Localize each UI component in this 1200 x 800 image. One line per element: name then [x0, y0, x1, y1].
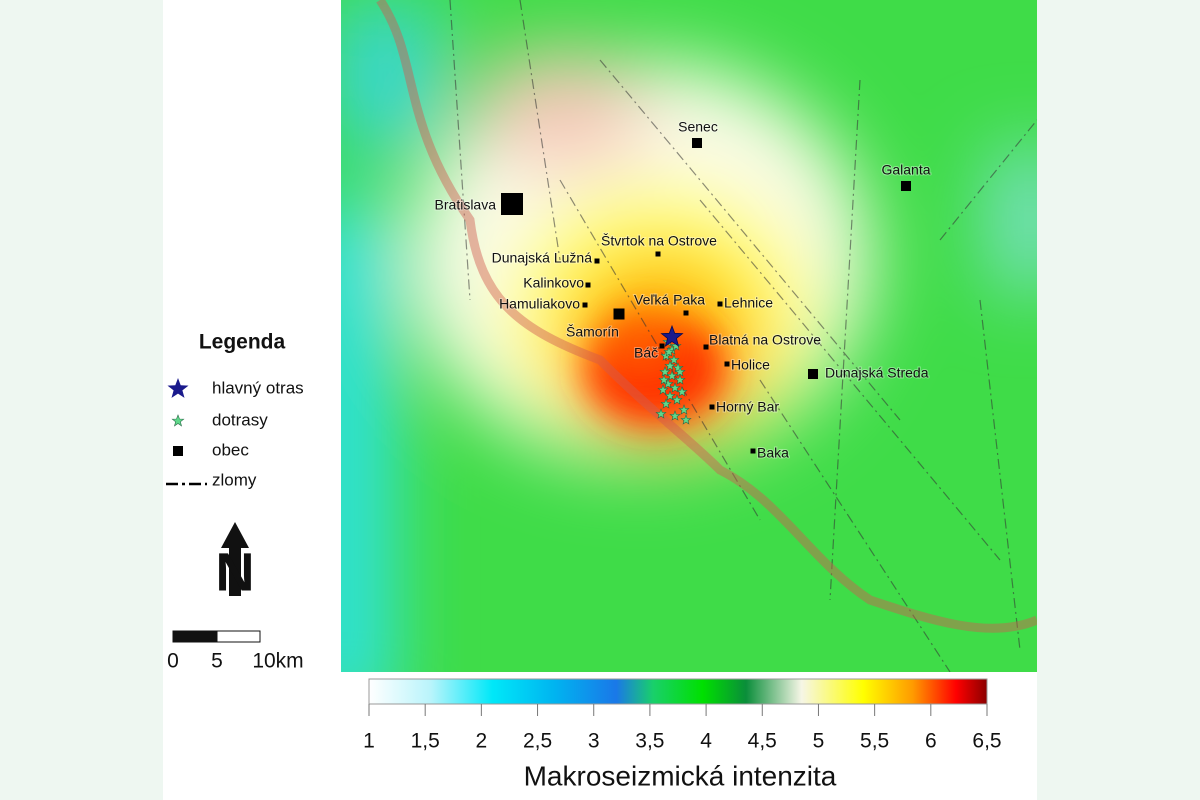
legend-symbol: [171, 414, 185, 427]
town-label: Hamuliakovo: [499, 296, 580, 312]
aftershock: [659, 366, 671, 377]
town-marker: [901, 181, 911, 191]
colorbar-title: Makroseizmická intenzita: [524, 760, 837, 791]
aftershock: [670, 340, 682, 351]
aftershock: [674, 374, 686, 385]
aftershock: [671, 394, 683, 405]
town-label: Senec: [678, 119, 718, 135]
town-marker: [683, 310, 689, 316]
intensity-map: [341, 0, 1037, 672]
town-marker: [585, 282, 591, 288]
aftershock: [664, 390, 676, 401]
colorbar-tick-label: 3: [588, 730, 600, 753]
colorbar-tick-label: 4,5: [748, 730, 777, 753]
legend-title: Legenda: [199, 331, 286, 354]
aftershock: [658, 374, 670, 385]
town-label: Štvrtok na Ostrove: [601, 233, 717, 249]
colorbar-tick-label: 5: [813, 730, 825, 753]
legend-label: dotrasy: [212, 410, 268, 429]
colorbar-tick-label: 1: [363, 730, 375, 753]
town-marker: [703, 344, 709, 350]
colorbar-tick-label: 4: [700, 730, 712, 753]
town-label: Báč: [634, 345, 658, 361]
aftershock: [663, 346, 675, 357]
aftershock: [668, 354, 680, 365]
aftershock: [676, 386, 688, 397]
aftershock: [655, 408, 667, 419]
town-label: Kalinkovo: [523, 275, 584, 291]
town-label: Baka: [757, 445, 789, 461]
scale-label: 10km: [252, 650, 303, 673]
aftershock: [678, 404, 690, 415]
town-marker: [692, 138, 702, 148]
colorbar: [368, 678, 988, 705]
town-label: Galanta: [881, 162, 930, 178]
aftershock: [674, 366, 686, 377]
colorbar-tick-label: 1,5: [411, 730, 440, 753]
town-marker: [724, 361, 730, 367]
legend-symbol: [167, 378, 189, 398]
town-label: Horný Bar: [716, 399, 779, 415]
scale-bar: [172, 630, 261, 643]
aftershock: [664, 360, 676, 371]
town-label: Šamorín: [566, 324, 619, 340]
colorbar-tick-label: 2: [476, 730, 488, 753]
aftershock: [669, 410, 681, 421]
aftershock: [680, 414, 692, 425]
town-marker: [717, 301, 723, 307]
town-label: Veľká Paka: [634, 292, 705, 308]
aftershock: [666, 370, 678, 381]
main-shock: [660, 324, 684, 347]
legend-label: obec: [212, 440, 249, 459]
town-marker: [750, 448, 756, 454]
town-marker: [659, 343, 665, 349]
aftershock: [669, 382, 681, 393]
colorbar-tick-label: 3,5: [635, 730, 664, 753]
north-arrow: [221, 522, 249, 596]
legend-symbol: [173, 446, 183, 456]
town-marker: [594, 258, 600, 264]
town-label: Dunajská Lužná: [492, 250, 593, 266]
colorbar-tick-label: 2,5: [523, 730, 552, 753]
town-marker: [613, 308, 625, 320]
town-marker: [582, 302, 588, 308]
north-label: N: [216, 542, 255, 602]
legend-label: zlomy: [212, 470, 257, 489]
scale-label: 5: [211, 650, 223, 673]
aftershock: [660, 398, 672, 409]
town-label: Holice: [731, 357, 770, 373]
colorbar-tick-label: 6: [925, 730, 937, 753]
town-label: Lehnice: [724, 295, 773, 311]
town-label: Bratislava: [435, 197, 497, 213]
scale-label: 0: [167, 650, 179, 673]
legend-label: hlavný otras: [212, 378, 304, 397]
town-marker: [808, 369, 818, 379]
town-label: Dunajská Streda: [825, 365, 929, 381]
town-label: Blatná na Ostrove: [709, 332, 821, 348]
colorbar-tick-label: 6,5: [972, 730, 1001, 753]
town-marker: [501, 193, 523, 215]
town-marker: [709, 404, 715, 410]
town-marker: [655, 251, 661, 257]
aftershock: [657, 384, 669, 395]
colorbar-tick-label: 5,5: [860, 730, 889, 753]
